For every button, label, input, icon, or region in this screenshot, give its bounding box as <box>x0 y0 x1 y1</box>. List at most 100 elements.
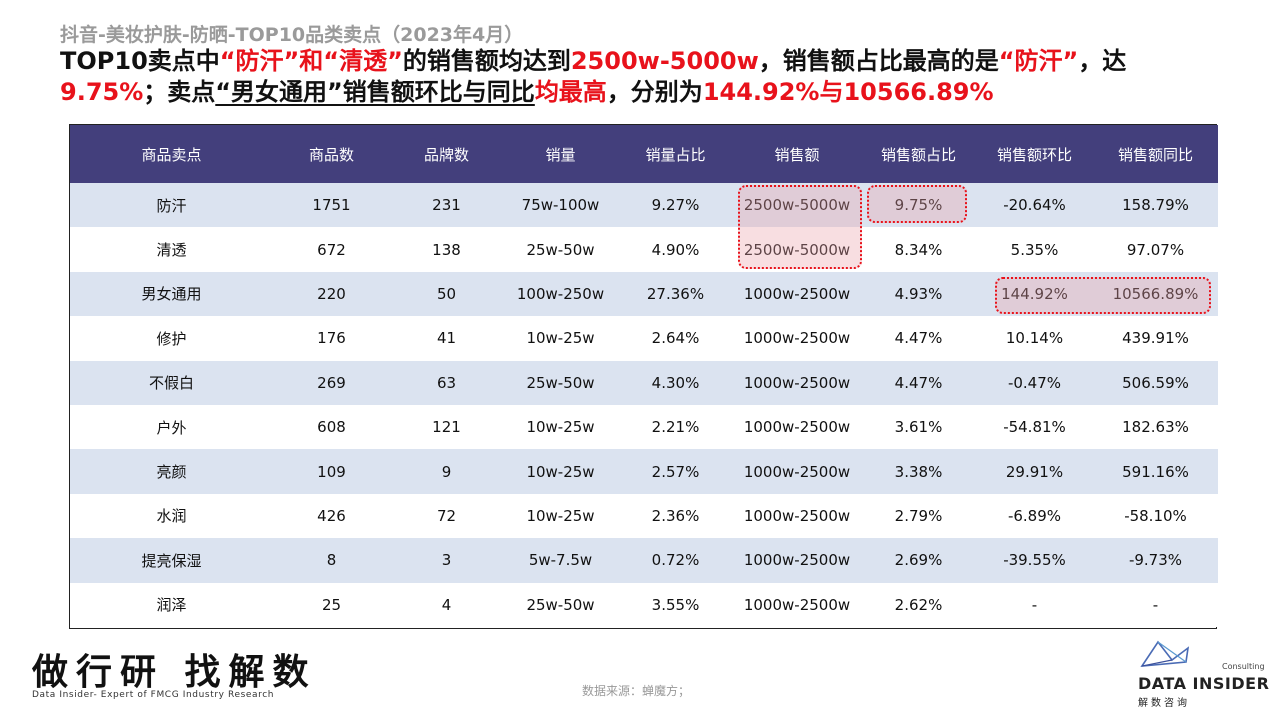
table-cell: 144.92% <box>1001 284 1068 303</box>
table-cell: 97.07% <box>1126 240 1185 259</box>
table-cell: 清透 <box>156 241 187 260</box>
table-cell: 109 <box>317 462 346 481</box>
table-cell: 591.16% <box>1122 462 1189 481</box>
table-cell: 不假白 <box>148 374 194 393</box>
column-header: 销售额占比 <box>880 145 956 164</box>
table-cell: -9.73% <box>1128 551 1183 570</box>
table-cell: -0.47% <box>1007 373 1062 392</box>
table-cell: 25w-50w <box>526 595 595 614</box>
table-cell: 3.55% <box>651 595 700 614</box>
table-cell: 3.38% <box>894 462 943 481</box>
table-cell: 8 <box>326 551 337 570</box>
table-cell: 2.36% <box>651 506 700 525</box>
table-cell: 2500w-5000w <box>743 240 851 259</box>
table-cell: 1000w-2500w <box>743 418 851 437</box>
table-cell: 231 <box>432 196 461 215</box>
column-header: 销量 <box>545 145 576 164</box>
table-cell: 158.79% <box>1122 196 1189 215</box>
table-cell: 2.57% <box>651 462 700 481</box>
page-subtitle: 抖音-美妆护肤-防晒-TOP10品类卖点（2023年4月） <box>60 24 524 46</box>
table-cell: 9 <box>441 462 452 481</box>
headline-segment: “防汗” <box>998 47 1079 75</box>
table-cell: 25w-50w <box>526 373 595 392</box>
headline-segment: TOP10卖点中 <box>60 47 220 75</box>
table-cell: -54.81% <box>1003 418 1066 437</box>
brand-slogan: 做行研 找解数 <box>32 651 317 693</box>
brand-slogan-english: Data Insider- Expert of FMCG Industry Re… <box>32 690 275 700</box>
table-row: 亮颜 109 9 10w-25w 2.57% 1000w-2500w 3.38% 29.91%… <box>70 449 1218 494</box>
table-cell: -6.89% <box>1007 506 1062 525</box>
table-cell: 5.35% <box>1010 240 1059 259</box>
table-cell: 4.93% <box>894 284 943 303</box>
table-cell: 220 <box>317 284 346 303</box>
headline-segment: 2500w-5000w <box>570 47 759 75</box>
table-cell: 72 <box>436 506 457 525</box>
table-row: 水润 426 72 10w-25w 2.36% 1000w-2500w 2.79% -6.89… <box>70 493 1218 539</box>
table-row: 男女通用 220 50 100w-250w 27.36% 1000w-2500w 4.93%… <box>70 271 1218 317</box>
logo-name-text: DATA INSIDER <box>1138 674 1270 693</box>
sales-table: 商品卖点 商品数 品牌数 销量 销量占比 销售额 销售额占比 销售额环比 销售额同比 防汗 175… <box>70 125 1218 627</box>
table-cell: -20.64% <box>1003 196 1066 215</box>
table-cell: 182.63% <box>1122 418 1189 437</box>
table-cell: 672 <box>317 240 346 259</box>
table-cell: 润泽 <box>156 596 187 615</box>
data-source-note: 数据来源：蝉魔方； <box>582 684 691 698</box>
table-cell: 亮颜 <box>156 463 187 482</box>
table-cell: 426 <box>317 506 346 525</box>
table-cell: 608 <box>317 418 346 437</box>
table-row: 清透 672 138 25w-50w 4.90% 2500w-5000w 8.34% 5.35… <box>70 227 1218 272</box>
table-row: 不假白 269 63 25w-50w 4.30% 1000w-2500w 4.47% -0.4… <box>70 360 1218 405</box>
table-cell: 10566.89% <box>1112 284 1199 303</box>
table-cell: 100w-250w <box>516 284 605 303</box>
headline-segment: 的销售额均达到 <box>402 47 571 75</box>
table-cell: 2500w-5000w <box>743 196 851 215</box>
table-cell: 2.21% <box>651 418 700 437</box>
table-cell: 50 <box>436 284 457 303</box>
table-cell: - <box>1031 595 1038 614</box>
headline-segment: 均最高 <box>534 78 607 106</box>
table-cell: 防汗 <box>156 196 187 215</box>
table-cell: 3.61% <box>894 418 943 437</box>
table-cell: 121 <box>432 418 461 437</box>
table-cell: 506.59% <box>1122 373 1189 392</box>
table-cell: 138 <box>432 240 461 259</box>
table-header-row: 商品卖点 商品数 品牌数 销量 销量占比 销售额 销售额占比 销售额环比 销售额同比 <box>70 125 1218 183</box>
table-row: 修护 176 41 10w-25w 2.64% 1000w-2500w 4.47% 10.14… <box>70 316 1218 361</box>
headline-segment: ，达 <box>1078 47 1127 75</box>
table-cell: 10w-25w <box>526 418 595 437</box>
table-row: 防汗 1751 231 75w-100w 9.27% 2500w-5000w 9.75% -2… <box>70 183 1218 228</box>
table-cell: 9.27% <box>651 196 700 215</box>
table-cell: 27.36% <box>646 284 705 303</box>
table-cell: 户外 <box>156 418 187 437</box>
table-cell: 2.62% <box>894 595 943 614</box>
table-cell: 0.72% <box>651 551 700 570</box>
table-body: 防汗 1751 231 75w-100w 9.27% 2500w-5000w 9.75% -2… <box>70 183 1218 627</box>
table-cell: 25w-50w <box>526 240 595 259</box>
table-cell: 1000w-2500w <box>743 373 851 392</box>
table-cell: 1000w-2500w <box>743 329 851 348</box>
table-cell: 3 <box>441 551 452 570</box>
table-cell: 29.91% <box>1005 462 1064 481</box>
table-cell: 10w-25w <box>526 506 595 525</box>
column-header: 品牌数 <box>423 145 469 164</box>
table-cell: 修护 <box>156 329 187 348</box>
table-cell: 439.91% <box>1122 329 1189 348</box>
table-cell: 63 <box>436 373 457 392</box>
table-cell: 4.47% <box>894 329 943 348</box>
column-header: 销量占比 <box>645 145 706 164</box>
table-cell: 10w-25w <box>526 462 595 481</box>
page-headline: TOP10卖点中“防汗”和“清透”的销售额均达到2500w-5000w，销售额占… <box>60 46 1230 108</box>
table-cell: 10.14% <box>1005 329 1064 348</box>
column-header: 商品卖点 <box>141 145 202 164</box>
table-cell: 4.30% <box>651 373 700 392</box>
data-insider-logo: Consulting DATA INSIDER 解数咨询 <box>1136 636 1270 712</box>
table-cell: 2.69% <box>894 551 943 570</box>
headline-segment: “防汗”和“清透” <box>219 47 403 75</box>
table-cell: - <box>1152 595 1159 614</box>
table-cell: 4 <box>441 595 452 614</box>
table-cell: 4.47% <box>894 373 943 392</box>
table-row: 提亮保湿 8 3 5w-7.5w 0.72% 1000w-2500w 2.69% -39.55… <box>70 538 1218 583</box>
logo-chinese-text: 解数咨询 <box>1138 698 1190 709</box>
table-cell: 269 <box>317 373 346 392</box>
table-cell: 1000w-2500w <box>743 506 851 525</box>
